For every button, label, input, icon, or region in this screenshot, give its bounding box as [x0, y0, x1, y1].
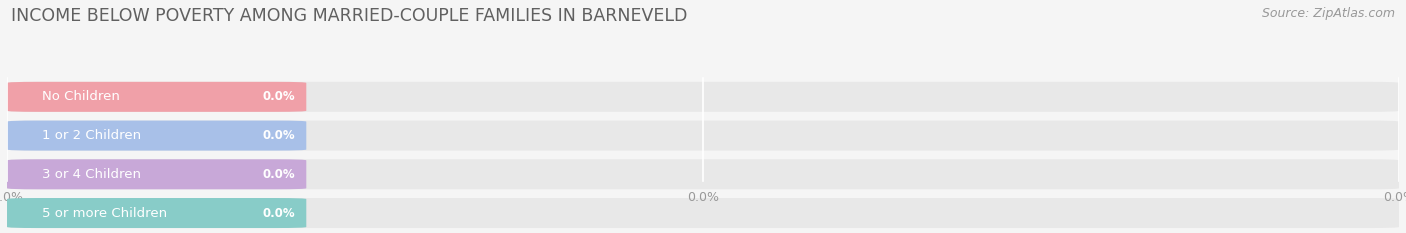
FancyBboxPatch shape	[7, 159, 307, 189]
FancyBboxPatch shape	[7, 82, 307, 112]
FancyBboxPatch shape	[7, 159, 1399, 189]
Text: 0.0%: 0.0%	[263, 206, 295, 219]
Text: Source: ZipAtlas.com: Source: ZipAtlas.com	[1261, 7, 1395, 20]
Text: 0.0%: 0.0%	[263, 168, 295, 181]
FancyBboxPatch shape	[7, 120, 1399, 151]
Text: 0.0%: 0.0%	[263, 129, 295, 142]
FancyBboxPatch shape	[7, 120, 307, 151]
Text: 3 or 4 Children: 3 or 4 Children	[42, 168, 141, 181]
Text: No Children: No Children	[42, 90, 120, 103]
FancyBboxPatch shape	[7, 198, 307, 228]
FancyBboxPatch shape	[7, 82, 1399, 112]
FancyBboxPatch shape	[7, 198, 1399, 228]
Text: 1 or 2 Children: 1 or 2 Children	[42, 129, 141, 142]
Text: 5 or more Children: 5 or more Children	[42, 206, 167, 219]
Text: INCOME BELOW POVERTY AMONG MARRIED-COUPLE FAMILIES IN BARNEVELD: INCOME BELOW POVERTY AMONG MARRIED-COUPL…	[11, 7, 688, 25]
Text: 0.0%: 0.0%	[263, 90, 295, 103]
